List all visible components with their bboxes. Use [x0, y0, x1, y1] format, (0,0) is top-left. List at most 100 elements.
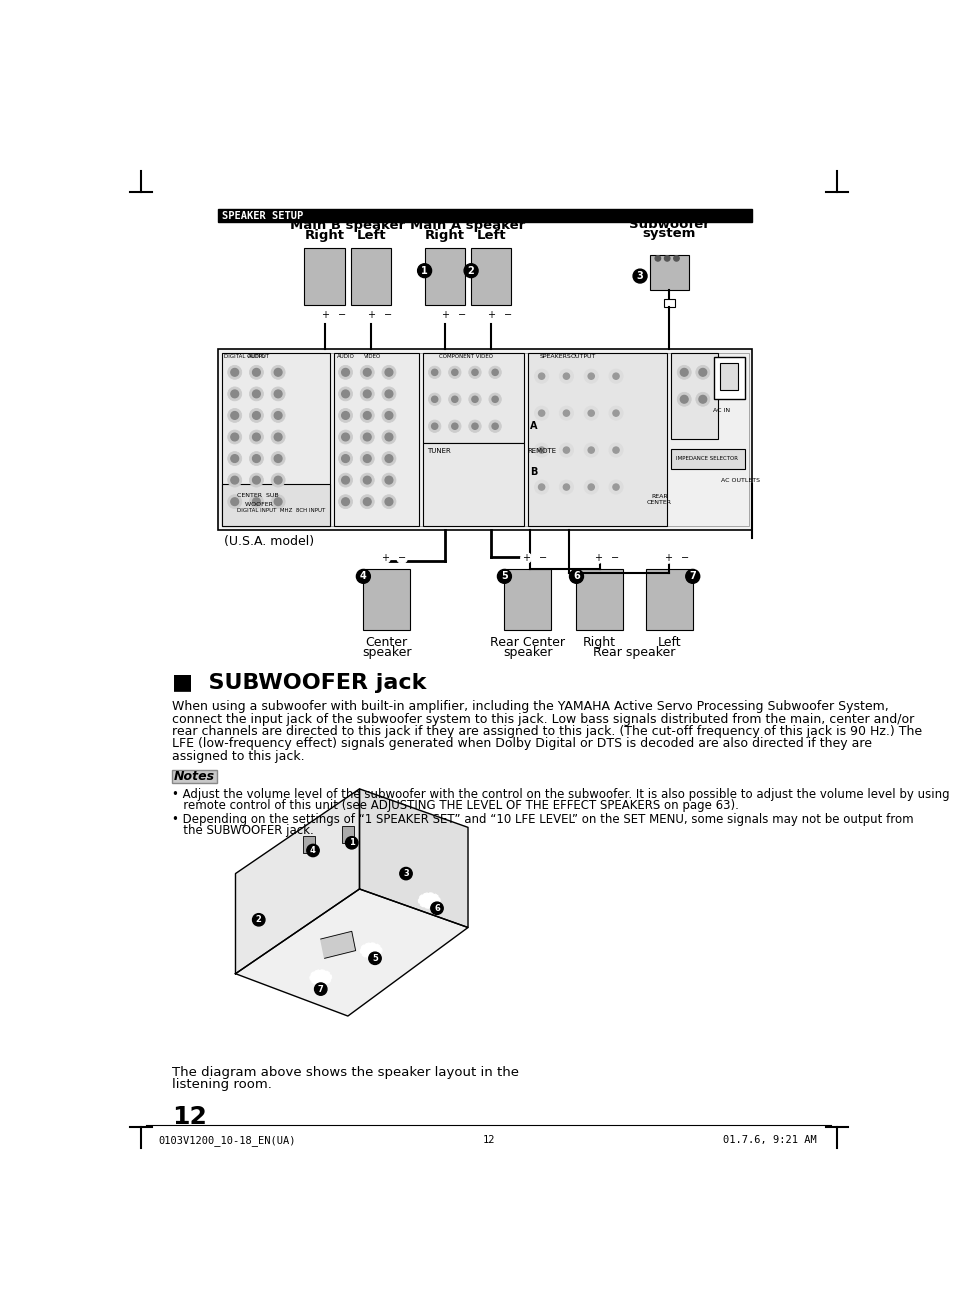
Circle shape	[274, 434, 282, 441]
Text: SPEAKERS: SPEAKERS	[538, 354, 571, 359]
Circle shape	[664, 256, 669, 261]
Ellipse shape	[360, 943, 381, 959]
Circle shape	[360, 409, 374, 422]
Text: COMPONENT VIDEO: COMPONENT VIDEO	[438, 354, 492, 359]
Text: IMPEDANCE SELECTOR: IMPEDANCE SELECTOR	[676, 456, 738, 461]
Text: 4: 4	[359, 571, 366, 581]
Circle shape	[537, 485, 544, 490]
Circle shape	[608, 406, 622, 421]
Circle shape	[537, 447, 544, 453]
Circle shape	[228, 473, 241, 487]
Circle shape	[338, 452, 353, 465]
Bar	[217, 349, 752, 530]
Circle shape	[497, 569, 511, 584]
Circle shape	[452, 370, 457, 375]
Circle shape	[381, 473, 395, 487]
Text: speaker: speaker	[502, 645, 552, 658]
Circle shape	[428, 366, 440, 379]
Circle shape	[231, 411, 238, 419]
Text: assigned to this jack.: assigned to this jack.	[172, 750, 304, 763]
Circle shape	[485, 310, 497, 320]
Circle shape	[537, 374, 544, 379]
Text: Right: Right	[304, 229, 344, 242]
Circle shape	[319, 310, 330, 320]
Polygon shape	[359, 789, 468, 927]
Circle shape	[363, 454, 371, 462]
Bar	[670, 449, 744, 469]
Text: A: A	[530, 422, 537, 431]
Text: 3: 3	[403, 868, 409, 878]
Circle shape	[271, 452, 285, 465]
Circle shape	[612, 485, 618, 490]
Text: When using a subwoofer with built-in amplifier, including the YAMAHA Active Serv: When using a subwoofer with built-in amp…	[172, 700, 888, 713]
Circle shape	[381, 495, 395, 508]
Circle shape	[569, 569, 583, 584]
Circle shape	[428, 421, 440, 432]
Circle shape	[363, 434, 371, 441]
Text: −: −	[680, 552, 688, 563]
Text: 6: 6	[573, 571, 579, 581]
Circle shape	[249, 495, 263, 508]
Text: ■  SUBWOOFER jack: ■ SUBWOOFER jack	[172, 673, 426, 692]
Text: 4: 4	[310, 846, 315, 855]
Circle shape	[633, 269, 646, 283]
Text: DIGITAL OUTPUT: DIGITAL OUTPUT	[224, 354, 269, 359]
Circle shape	[228, 409, 241, 422]
Circle shape	[228, 495, 241, 508]
Circle shape	[228, 387, 241, 401]
Circle shape	[271, 495, 285, 508]
Circle shape	[363, 411, 371, 419]
Text: 2: 2	[467, 265, 474, 276]
Circle shape	[448, 393, 460, 405]
Circle shape	[677, 366, 691, 379]
Bar	[334, 353, 418, 526]
Text: −: −	[538, 552, 547, 563]
Text: Notes: Notes	[173, 769, 214, 782]
Circle shape	[679, 368, 687, 376]
Circle shape	[363, 368, 371, 376]
Circle shape	[492, 423, 497, 430]
Circle shape	[271, 366, 285, 379]
Circle shape	[464, 264, 477, 278]
Text: Left: Left	[657, 636, 680, 649]
Text: TUNER: TUNER	[427, 448, 450, 454]
Text: AC IN: AC IN	[712, 409, 729, 413]
Circle shape	[356, 569, 370, 584]
Text: −: −	[504, 310, 512, 320]
Text: Main B speaker: Main B speaker	[290, 219, 405, 232]
Circle shape	[382, 310, 394, 320]
Circle shape	[363, 477, 371, 485]
Circle shape	[695, 366, 709, 379]
Text: 2: 2	[255, 916, 261, 925]
Circle shape	[679, 552, 690, 563]
Circle shape	[439, 310, 450, 320]
Circle shape	[448, 366, 460, 379]
Text: CENTER  SUB: CENTER SUB	[236, 494, 278, 498]
Text: 12: 12	[172, 1105, 207, 1128]
Text: 3: 3	[636, 272, 642, 281]
Text: 7: 7	[689, 571, 696, 581]
Circle shape	[488, 366, 500, 379]
Text: VIDEO: VIDEO	[364, 354, 381, 359]
Text: LFE (low-frequency effect) signals generated when Dolby Digital or DTS is decode: LFE (low-frequency effect) signals gener…	[172, 738, 871, 751]
Text: AUDIO: AUDIO	[247, 354, 265, 359]
Circle shape	[385, 434, 393, 441]
Circle shape	[385, 390, 393, 398]
Text: −: −	[337, 310, 345, 320]
Bar	[645, 568, 692, 631]
Circle shape	[472, 396, 477, 402]
Circle shape	[448, 421, 460, 432]
Circle shape	[661, 552, 673, 563]
Circle shape	[231, 498, 238, 505]
Text: Subwoofer: Subwoofer	[628, 218, 709, 231]
Circle shape	[253, 454, 260, 462]
Circle shape	[228, 452, 241, 465]
Bar	[576, 568, 622, 631]
Polygon shape	[320, 931, 355, 959]
Text: B: B	[530, 468, 537, 478]
Text: Main A speaker: Main A speaker	[410, 219, 525, 232]
Circle shape	[428, 393, 440, 405]
Circle shape	[502, 310, 513, 320]
Circle shape	[431, 370, 437, 375]
Circle shape	[253, 411, 260, 419]
